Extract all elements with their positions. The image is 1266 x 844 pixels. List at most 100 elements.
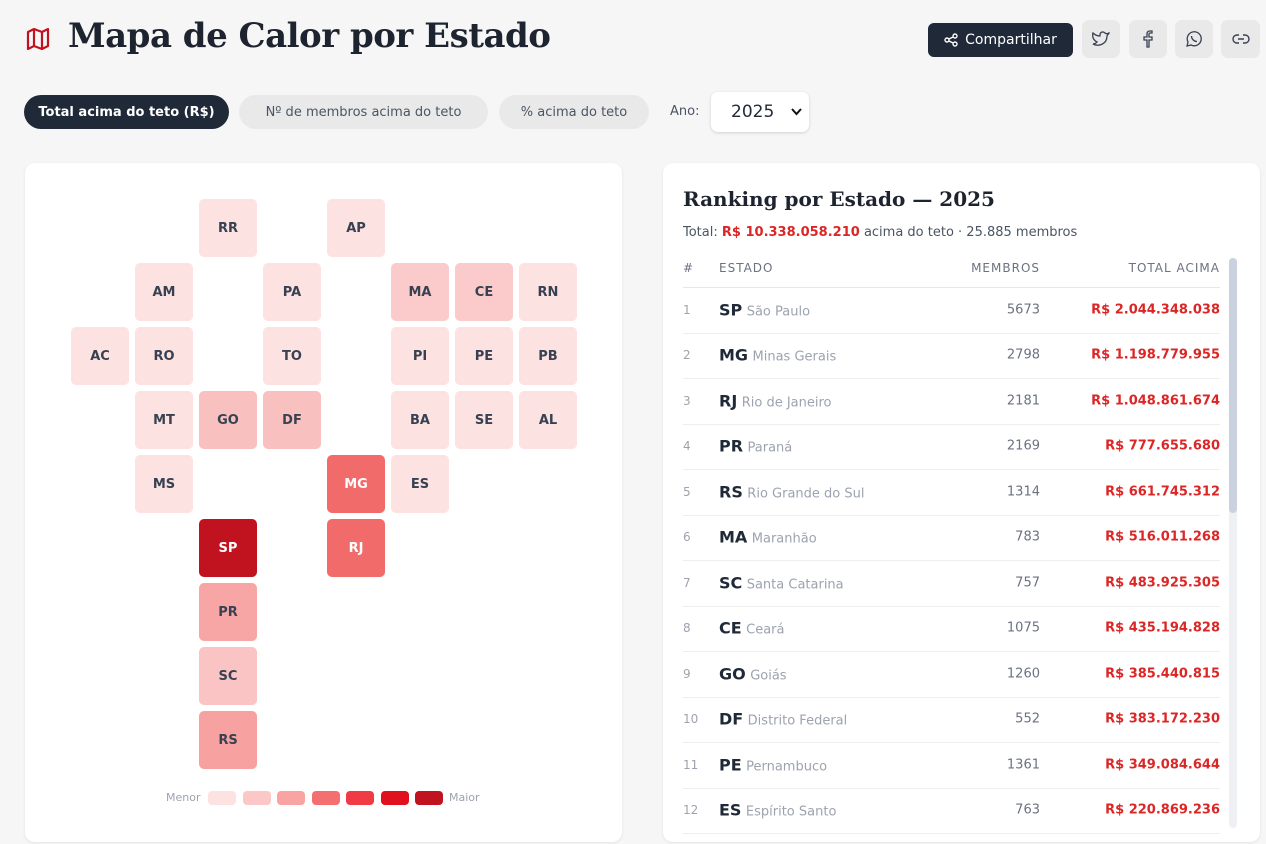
state-tile[interactable]: GO [199, 391, 257, 449]
state-tile[interactable]: MT [135, 391, 193, 449]
map-card: RR AP AM PA MA CE RN AC RO TO PI PE PB MT GO DF BA SE AL MS… [25, 163, 622, 842]
legend-swatch [380, 791, 409, 805]
tab[interactable]: % acima do teto [499, 95, 649, 129]
state: PE Pernambuco [719, 755, 827, 774]
state-tile[interactable]: DF [263, 391, 321, 449]
members: 2798 [1006, 347, 1040, 363]
state-tile[interactable]: AP [327, 199, 385, 257]
ranking-row[interactable]: 1 SP São Paulo 5673 R$ 2.044.348.038 [683, 287, 1220, 334]
state-name: Rio Grande do Sul [747, 486, 865, 502]
ranking-summary: Total: R$ 10.338.058.210 acima do teto ·… [683, 225, 1077, 240]
state-name: Maranhão [751, 531, 817, 547]
state-tile[interactable]: PE [455, 327, 513, 385]
ranking-row[interactable]: 12 ES Espírito Santo 763 R$ 220.869.236 [683, 788, 1220, 834]
ranking-row[interactable]: 10 DF Distrito Federal 552 R$ 383.172.230 [683, 697, 1220, 743]
scrollbar-thumb[interactable] [1229, 258, 1237, 513]
ranking-row[interactable]: 11 PE Pernambuco 1361 R$ 349.084.644 [683, 742, 1220, 789]
state-tile[interactable]: CE [455, 263, 513, 321]
facebook-button[interactable] [1129, 20, 1167, 58]
summary-total: R$ 10.338.058.210 [721, 225, 860, 240]
state-tile[interactable]: RJ [327, 519, 385, 577]
rank: 10 [683, 712, 699, 727]
state-tile[interactable]: RS [199, 711, 257, 769]
ranking-row[interactable]: 2 MG Minas Gerais 2798 R$ 1.198.779.955 [683, 333, 1220, 379]
state-name: Rio de Janeiro [741, 395, 832, 411]
rank: 1 [683, 302, 691, 317]
state-tile[interactable]: PR [199, 583, 257, 641]
state-tile[interactable]: MS [135, 455, 193, 513]
state-name: Ceará [746, 622, 785, 638]
year-value: 2025 [731, 102, 775, 122]
members: 2181 [1006, 393, 1040, 409]
whatsapp-button[interactable] [1175, 20, 1213, 58]
members: 1260 [1006, 666, 1040, 682]
legend-swatch [311, 791, 340, 805]
state-name: Pernambuco [746, 759, 828, 775]
year-select[interactable]: 2025 [711, 92, 809, 132]
state-tile[interactable]: SE [455, 391, 513, 449]
summary-prefix: Total: [683, 225, 718, 240]
ranking-row[interactable]: 3 RJ Rio de Janeiro 2181 R$ 1.048.861.674 [683, 378, 1220, 425]
state-tile[interactable]: AL [519, 391, 577, 449]
members: 1075 [1006, 620, 1040, 636]
state-tile[interactable]: BA [391, 391, 449, 449]
state-tile[interactable]: RN [519, 263, 577, 321]
twitter-button[interactable] [1082, 20, 1120, 58]
legend-high: Maior [449, 791, 480, 804]
share-button[interactable]: Compartilhar [928, 23, 1073, 57]
state-tile[interactable]: RR [199, 199, 257, 257]
state-tile[interactable]: TO [263, 327, 321, 385]
state-code: DF [719, 709, 744, 729]
state: MG Minas Gerais [719, 346, 836, 365]
total: R$ 385.440.815 [1105, 666, 1220, 682]
whatsapp-icon [1186, 31, 1202, 47]
state-tile[interactable]: RO [135, 327, 193, 385]
members: 1314 [1006, 484, 1040, 500]
state-name: Minas Gerais [752, 349, 837, 365]
state-tile[interactable]: SP [199, 519, 257, 577]
rank: 11 [683, 757, 699, 772]
state-tile[interactable]: AC [71, 327, 129, 385]
total: R$ 1.198.779.955 [1091, 347, 1220, 363]
state-name: Goiás [750, 668, 787, 684]
ranking-row[interactable]: 5 RS Rio Grande do Sul 1314 R$ 661.745.312 [683, 469, 1220, 516]
ranking-row[interactable]: 9 GO Goiás 1260 R$ 385.440.815 [683, 651, 1220, 698]
state-name: Paraná [747, 440, 793, 456]
ranking-card: Ranking por Estado — 2025 Total: R$ 10.3… [663, 163, 1260, 842]
state-tile[interactable]: AM [135, 263, 193, 321]
ranking-row[interactable]: 6 MA Maranhão 783 R$ 516.011.268 [683, 515, 1220, 561]
total: R$ 1.048.861.674 [1091, 393, 1220, 409]
link-button[interactable] [1221, 20, 1260, 58]
members: 1361 [1006, 757, 1040, 773]
total: R$ 483.925.305 [1105, 575, 1220, 591]
state-tile[interactable]: PA [263, 263, 321, 321]
members: 5673 [1006, 302, 1040, 318]
rank: 3 [683, 393, 691, 408]
ranking-row[interactable]: 4 PR Paraná 2169 R$ 777.655.680 [683, 424, 1220, 470]
facebook-icon [1143, 30, 1153, 48]
rank: 4 [683, 439, 691, 454]
ranking-row[interactable]: 7 SC Santa Catarina 757 R$ 483.925.305 [683, 560, 1220, 607]
state-code: CE [719, 618, 742, 638]
state: RS Rio Grande do Sul [719, 482, 864, 501]
state-tile[interactable]: MG [327, 455, 385, 513]
state-tile[interactable]: SC [199, 647, 257, 705]
rank: 2 [683, 348, 691, 363]
tab[interactable]: Nº de membros acima do teto [239, 95, 488, 129]
total: R$ 349.084.644 [1105, 757, 1220, 773]
state-code: MA [719, 527, 748, 547]
legend-low: Menor [166, 791, 201, 804]
state-tile[interactable]: PB [519, 327, 577, 385]
state: SP São Paulo [719, 300, 810, 319]
state-code: SC [719, 573, 743, 593]
state-tile[interactable]: MA [391, 263, 449, 321]
total: R$ 383.172.230 [1105, 711, 1220, 727]
state-name: Santa Catarina [746, 577, 844, 593]
rank: 6 [683, 530, 691, 545]
state-tile[interactable]: PI [391, 327, 449, 385]
state-tile[interactable]: ES [391, 455, 449, 513]
state-code: PR [719, 436, 744, 456]
tab[interactable]: Total acima do teto (R$) [24, 95, 229, 129]
ranking-row[interactable]: 8 CE Ceará 1075 R$ 435.194.828 [683, 606, 1220, 652]
state-code: PE [719, 755, 742, 775]
